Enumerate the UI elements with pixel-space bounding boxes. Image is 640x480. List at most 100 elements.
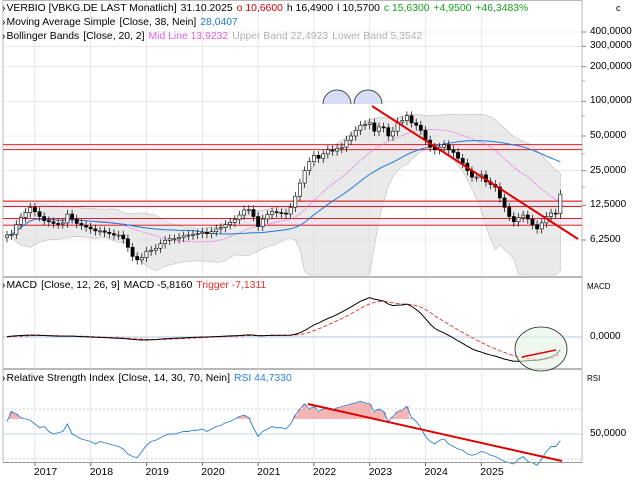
bb-upper-value: Upper Band 22,4923 <box>232 31 329 42</box>
price-tick-label: 6,2500 <box>590 234 621 245</box>
candle-body <box>279 212 284 214</box>
x-tick-label: 2018 <box>89 466 114 478</box>
candle-body <box>205 231 209 234</box>
candle-body <box>391 130 395 137</box>
candle-body <box>163 240 168 245</box>
chevron-right-icon[interactable]: › <box>2 280 6 291</box>
candle-body <box>228 222 233 225</box>
candle-body <box>167 238 172 241</box>
candle-body <box>321 153 326 159</box>
candle-body <box>181 235 186 238</box>
candle-body <box>153 247 158 251</box>
main-legend: ›VERBIO [VBKG.DE LAST Monatlich] 31.10.20… <box>2 2 532 15</box>
candle-body <box>32 207 37 213</box>
rsi-tick-label: 50,0000 <box>590 428 627 439</box>
candle-body <box>521 214 526 218</box>
candle-body <box>353 130 358 137</box>
x-tick-label: 2021 <box>257 466 281 478</box>
candle-body <box>549 212 553 217</box>
candle-body <box>186 234 191 237</box>
candle-body <box>214 228 219 232</box>
candle-body <box>381 126 386 129</box>
low-value: l 10,5700 <box>337 3 380 14</box>
x-tick-label: 2023 <box>368 466 393 478</box>
candle-body <box>339 146 344 149</box>
candle-body <box>497 186 502 199</box>
chevron-right-icon[interactable]: › <box>2 31 6 42</box>
candle-body <box>112 233 116 236</box>
candle-body <box>358 124 363 131</box>
candle-body <box>400 120 405 123</box>
candle-body <box>84 224 88 228</box>
candle-body <box>251 209 256 217</box>
candle-body <box>553 212 558 215</box>
rsi-legend[interactable]: ›Relative Strength Index [Close, 14, 30, … <box>2 372 296 385</box>
ma-value: 28,0407 <box>200 17 238 28</box>
highlight-zone <box>3 201 582 207</box>
high-value: h 16,4900 <box>286 3 334 14</box>
chevron-right-icon[interactable]: › <box>2 3 6 14</box>
highlight-zone <box>3 218 582 226</box>
price-tick-label: 25,0000 <box>590 164 627 176</box>
instrument-label: VERBIO [VBKG.DE LAST Monatlich] <box>6 3 177 14</box>
candle-body <box>37 211 42 217</box>
macd-corner-label: MACD <box>587 282 611 291</box>
bb-mid-line <box>6 129 561 243</box>
macd-legend[interactable]: ›MACD [Close, 12, 26, 9] MACD -5,8160 Trigg… <box>2 279 270 292</box>
candle-body <box>88 226 93 230</box>
bollinger-band-area <box>6 113 561 276</box>
candle-body <box>116 234 121 237</box>
candle-body <box>270 211 274 215</box>
candle-body <box>149 249 154 252</box>
candle-body <box>70 213 75 220</box>
candle-body <box>363 124 367 126</box>
candle-body <box>451 149 456 153</box>
ma-params: [Close, 38, Nein] <box>119 17 197 28</box>
ma-legend[interactable]: ›Moving Average Simple [Close, 38, Nein] 2… <box>2 16 242 29</box>
candle-body <box>539 222 544 230</box>
price-tick-label: 100,0000 <box>590 95 632 107</box>
rsi-overbought-fill <box>9 401 414 419</box>
price-tick-label: 300,0000 <box>590 40 632 52</box>
candle-body <box>19 217 23 225</box>
trigger-value: Trigger -7,1311 <box>196 280 267 291</box>
candle-body <box>172 238 177 241</box>
chevron-right-icon[interactable]: › <box>2 373 6 384</box>
candle-body <box>232 219 237 223</box>
candle-body <box>307 161 312 171</box>
macd-trendline <box>521 349 557 358</box>
candle-body <box>51 221 56 224</box>
candle-body <box>14 224 19 235</box>
x-tick-label: 2025 <box>480 466 504 478</box>
candle-body <box>274 211 279 214</box>
candle-body <box>460 158 465 164</box>
bb-legend[interactable]: ›Bollinger Bands [Close, 20, 2] Mid Line 1… <box>2 30 426 43</box>
macd-value: MACD -5,8160 <box>123 280 193 291</box>
chevron-right-icon[interactable]: › <box>2 17 6 28</box>
panel-corner-label: c <box>616 3 621 13</box>
macd-params: [Close, 12, 26, 9] <box>41 280 120 291</box>
change-value: +4,9500 <box>433 3 472 14</box>
candle-body <box>511 216 516 223</box>
candle-body <box>107 231 112 234</box>
candle-body <box>42 216 47 221</box>
candle-body <box>191 234 195 236</box>
trendline-descending <box>371 105 579 240</box>
price-tick-label: 12,5000 <box>590 199 627 211</box>
candle-body <box>219 227 223 230</box>
candle-body <box>260 218 265 227</box>
candle-body <box>386 127 391 137</box>
rsi-trendline <box>307 403 563 462</box>
candle-body <box>502 197 507 208</box>
change-pct-value: +46,3483% <box>475 3 529 14</box>
open-value: o 10,6600 <box>236 3 283 14</box>
candle-body <box>223 224 228 228</box>
candle-body <box>344 139 349 148</box>
candle-body <box>530 218 535 225</box>
candle-body <box>74 218 79 224</box>
candle-body <box>237 214 242 220</box>
candle-body <box>456 152 460 159</box>
candle-body <box>367 122 372 125</box>
